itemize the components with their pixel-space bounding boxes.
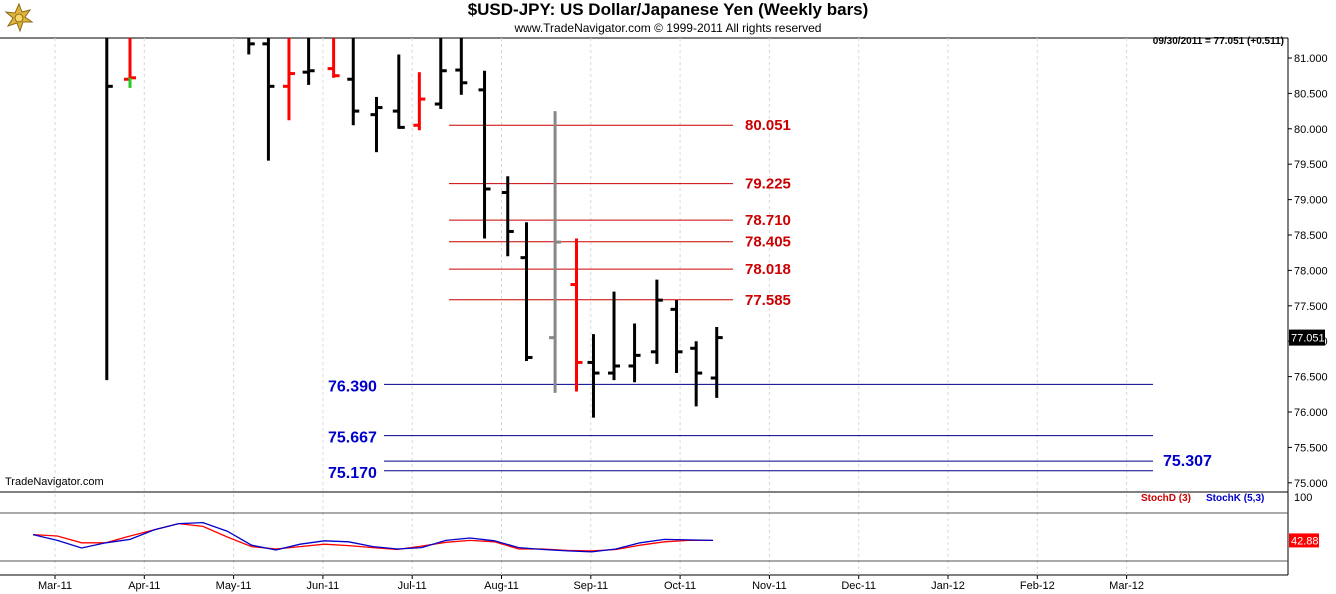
support-label: 75.170 (328, 465, 377, 482)
watermark-text: TradeNavigator.com (5, 476, 104, 488)
y-tick-label: 76.500 (1294, 372, 1328, 384)
price-readout: 09/30/2011 = 77.051 (+0.511) (1152, 36, 1284, 47)
x-tick-label: Feb-12 (1020, 580, 1055, 592)
resistance-label: 78.405 (745, 234, 791, 251)
y-tick-label: 79.500 (1294, 159, 1328, 171)
resistance-label: 77.585 (745, 292, 791, 309)
x-tick-label: Jan-12 (931, 580, 965, 592)
tradenavigator-logo (2, 2, 36, 34)
resistance-label: 78.710 (745, 212, 791, 229)
x-tick-label: Sep-11 (573, 580, 608, 592)
x-tick-label: Aug-11 (484, 580, 519, 592)
resistance-label: 80.051 (745, 117, 791, 134)
x-tick-label: Dec-11 (841, 580, 876, 592)
resistance-label: 78.018 (745, 261, 791, 278)
y-tick-label: 79.000 (1294, 195, 1328, 207)
x-tick-label: Nov-11 (752, 580, 787, 592)
stoch-last-value-label: 42.88 (1291, 535, 1319, 547)
x-tick-label: Oct-11 (664, 580, 696, 592)
y-tick-label: 81.000 (1294, 53, 1328, 65)
chart-title: $USD-JPY: US Dollar/Japanese Yen (Weekly… (467, 0, 869, 19)
stochk-legend: StochK (5,3) (1206, 493, 1264, 504)
y-tick-label: 80.500 (1294, 88, 1328, 100)
y-tick-label: 75.500 (1294, 442, 1328, 454)
y-tick-label: 76.000 (1294, 407, 1328, 419)
stochk-line (32, 521, 714, 553)
last-value-box (1289, 329, 1325, 346)
x-tick-label: Mar-11 (38, 580, 72, 592)
support-label: 75.307 (1163, 453, 1212, 470)
y-tick-label: 80.000 (1294, 124, 1328, 136)
stoch-y-tick-label: 100 (1294, 492, 1312, 504)
x-tick-label: Mar-12 (1109, 580, 1144, 592)
x-tick-label: Apr-11 (128, 580, 160, 592)
y-tick-label: 78.000 (1294, 265, 1328, 277)
y-tick-label: 78.500 (1294, 230, 1328, 242)
resistance-label: 79.225 (745, 176, 791, 193)
last-value-label: 77.051 (1291, 333, 1325, 345)
y-tick-label: 77.500 (1294, 301, 1328, 313)
x-tick-label: Jun-11 (306, 580, 339, 592)
support-label: 76.390 (328, 378, 377, 395)
y-tick-label: 75.000 (1294, 478, 1328, 490)
stochd-legend: StochD (3) (1141, 493, 1191, 504)
x-tick-label: May-11 (216, 580, 252, 592)
x-tick-label: Jul-11 (398, 580, 427, 592)
support-label: 75.667 (328, 430, 377, 447)
stoch-last-value-box (1289, 533, 1319, 548)
copyright-text: www.TradeNavigator.com © 1999-2011 All r… (514, 21, 822, 35)
